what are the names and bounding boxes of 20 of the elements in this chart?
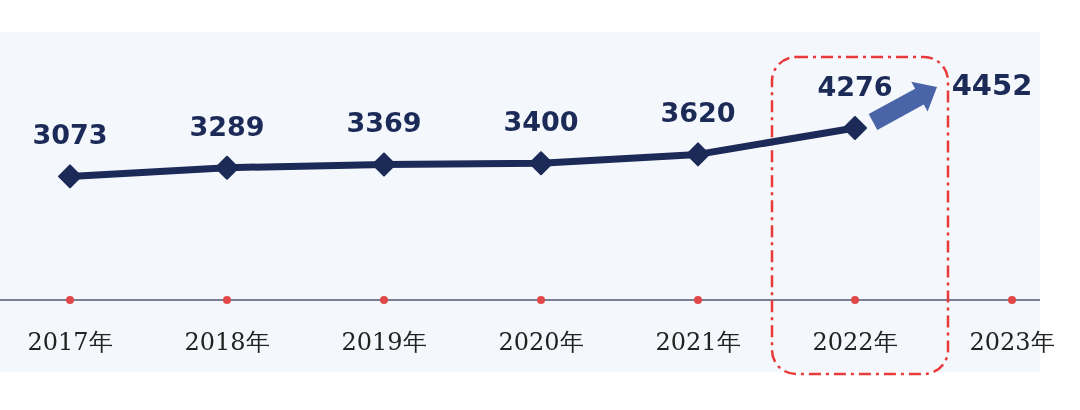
point [372,152,396,177]
x-tick-label: 2023年 [969,328,1055,356]
data-label: 4276 [817,71,893,102]
x-tick-label: 2022年 [812,328,898,356]
point [843,116,867,140]
point [686,142,710,167]
data-label: 3073 [32,119,108,151]
data-label: 3400 [503,106,579,138]
x-tick-label: 2021年 [655,328,741,356]
data-label: 3289 [189,110,265,142]
text: 4452 [951,68,1033,102]
data-label: 3620 [660,97,736,129]
x-tick-label: 2018年 [184,328,270,356]
x-tick-label: 2017年 [27,328,113,356]
x-tick-label: 2019年 [341,328,427,356]
point [58,164,82,189]
point [215,155,239,180]
data-label: 3369 [346,107,422,139]
point [529,151,553,176]
x-tick-label: 2020年 [498,328,584,356]
